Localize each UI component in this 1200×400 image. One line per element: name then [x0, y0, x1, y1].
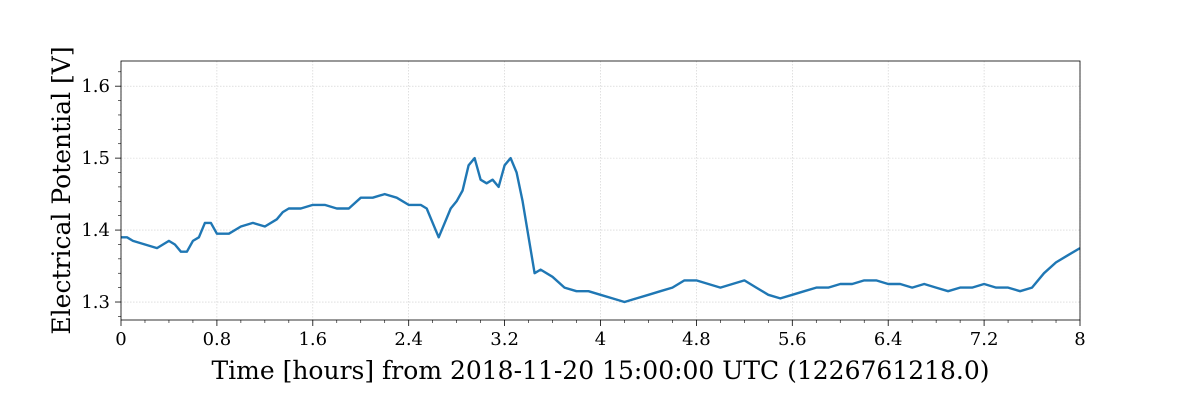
x-tick-label: 4.8 [682, 329, 711, 350]
x-axis-label: Time [hours] from 2018-11-20 15:00:00 UT… [211, 356, 989, 385]
x-tick-label: 1.6 [298, 329, 327, 350]
x-tick-label: 2.4 [394, 329, 423, 350]
y-axis-label: Electrical Potential [V] [47, 46, 76, 334]
x-tick-label: 0.8 [203, 329, 232, 350]
x-tick-label: 7.2 [970, 329, 999, 350]
voltage-series-line [121, 156, 1081, 304]
y-tick-label: 1.3 [81, 292, 110, 313]
x-tick-label: 5.6 [778, 329, 807, 350]
x-axis-ticks: 0 0.8 1.6 2.4 3.2 4 4.8 5.6 6.4 7.2 8 [115, 320, 1086, 350]
grid-lines [120, 61, 1081, 320]
y-tick-label: 1.4 [81, 220, 110, 241]
x-tick-label: 4 [595, 329, 606, 350]
x-tick-label: 8 [1074, 329, 1085, 350]
x-tick-label: 0 [115, 329, 126, 350]
data-series [121, 156, 1081, 304]
x-tick-label: 6.4 [874, 329, 903, 350]
y-tick-label: 1.5 [81, 148, 110, 169]
y-axis-ticks: 1.3 1.4 1.5 1.6 [81, 71, 121, 317]
y-tick-label: 1.6 [81, 76, 110, 97]
x-tick-label: 3.2 [490, 329, 519, 350]
